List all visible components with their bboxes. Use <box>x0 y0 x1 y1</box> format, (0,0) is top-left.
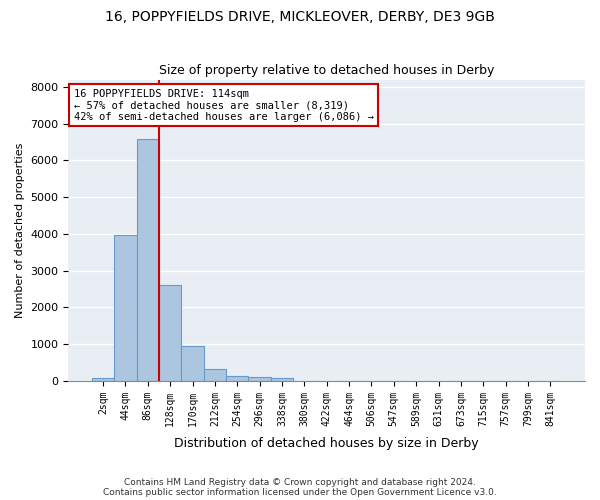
Bar <box>137 139 159 381</box>
Bar <box>226 376 248 381</box>
Bar <box>248 377 271 381</box>
X-axis label: Distribution of detached houses by size in Derby: Distribution of detached houses by size … <box>175 437 479 450</box>
Text: Contains HM Land Registry data © Crown copyright and database right 2024.
Contai: Contains HM Land Registry data © Crown c… <box>103 478 497 497</box>
Bar <box>204 369 226 381</box>
Bar <box>159 284 181 381</box>
Bar <box>181 346 204 381</box>
Y-axis label: Number of detached properties: Number of detached properties <box>15 142 25 318</box>
Title: Size of property relative to detached houses in Derby: Size of property relative to detached ho… <box>159 64 494 77</box>
Text: 16 POPPYFIELDS DRIVE: 114sqm
← 57% of detached houses are smaller (8,319)
42% of: 16 POPPYFIELDS DRIVE: 114sqm ← 57% of de… <box>74 88 374 122</box>
Bar <box>271 378 293 381</box>
Bar <box>92 378 114 381</box>
Text: 16, POPPYFIELDS DRIVE, MICKLEOVER, DERBY, DE3 9GB: 16, POPPYFIELDS DRIVE, MICKLEOVER, DERBY… <box>105 10 495 24</box>
Bar <box>114 234 137 381</box>
